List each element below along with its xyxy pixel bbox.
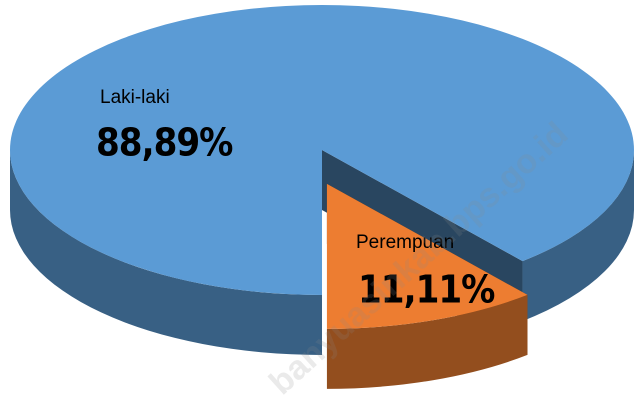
slice (9, 4, 634, 295)
slice-side (10, 150, 322, 355)
slice-side (522, 150, 634, 322)
value-label: 11,11% (358, 268, 495, 312)
value-label: 88,89% (96, 121, 233, 165)
category-label: Perempuan (356, 232, 454, 253)
slice (326, 183, 528, 329)
category-label: Laki-laki (100, 87, 170, 108)
slice-side (326, 294, 528, 389)
